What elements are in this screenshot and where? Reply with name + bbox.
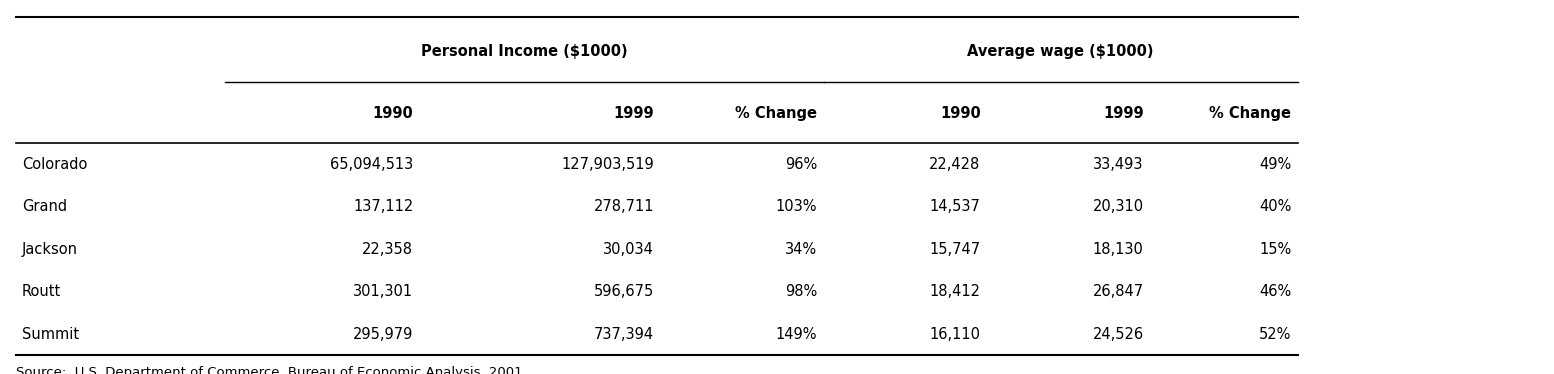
Text: 22,358: 22,358 xyxy=(362,242,413,257)
Text: 20,310: 20,310 xyxy=(1092,199,1144,214)
Text: 46%: 46% xyxy=(1259,284,1291,299)
Text: 18,412: 18,412 xyxy=(929,284,981,299)
Text: 40%: 40% xyxy=(1259,199,1291,214)
Text: 596,675: 596,675 xyxy=(594,284,654,299)
Text: Routt: Routt xyxy=(22,284,61,299)
Text: 52%: 52% xyxy=(1259,327,1291,342)
Text: 33,493: 33,493 xyxy=(1094,157,1144,172)
Text: Personal Income ($1000): Personal Income ($1000) xyxy=(421,43,628,58)
Text: Average wage ($1000): Average wage ($1000) xyxy=(967,43,1155,58)
Text: 1990: 1990 xyxy=(940,107,981,122)
Text: 103%: 103% xyxy=(775,199,817,214)
Text: 26,847: 26,847 xyxy=(1092,284,1144,299)
Text: 149%: 149% xyxy=(775,327,817,342)
Text: % Change: % Change xyxy=(1209,107,1291,122)
Text: 1999: 1999 xyxy=(614,107,654,122)
Text: 1999: 1999 xyxy=(1103,107,1144,122)
Text: 1990: 1990 xyxy=(373,107,413,122)
Text: 49%: 49% xyxy=(1259,157,1291,172)
Text: 127,903,519: 127,903,519 xyxy=(561,157,654,172)
Text: 15,747: 15,747 xyxy=(929,242,981,257)
Text: 65,094,513: 65,094,513 xyxy=(329,157,413,172)
Text: Source:  U.S. Department of Commerce, Bureau of Economic Analysis, 2001: Source: U.S. Department of Commerce, Bur… xyxy=(16,366,522,374)
Text: 30,034: 30,034 xyxy=(603,242,654,257)
Text: 278,711: 278,711 xyxy=(594,199,654,214)
Text: 34%: 34% xyxy=(785,242,817,257)
Text: Colorado: Colorado xyxy=(22,157,87,172)
Text: Jackson: Jackson xyxy=(22,242,78,257)
Text: % Change: % Change xyxy=(735,107,817,122)
Text: 14,537: 14,537 xyxy=(929,199,981,214)
Text: 24,526: 24,526 xyxy=(1092,327,1144,342)
Text: 16,110: 16,110 xyxy=(929,327,981,342)
Text: 96%: 96% xyxy=(785,157,817,172)
Text: 15%: 15% xyxy=(1259,242,1291,257)
Text: 301,301: 301,301 xyxy=(353,284,413,299)
Text: 737,394: 737,394 xyxy=(594,327,654,342)
Text: 18,130: 18,130 xyxy=(1092,242,1144,257)
Text: 22,428: 22,428 xyxy=(929,157,981,172)
Text: Summit: Summit xyxy=(22,327,79,342)
Text: Grand: Grand xyxy=(22,199,67,214)
Text: 137,112: 137,112 xyxy=(353,199,413,214)
Text: 295,979: 295,979 xyxy=(353,327,413,342)
Text: 98%: 98% xyxy=(785,284,817,299)
